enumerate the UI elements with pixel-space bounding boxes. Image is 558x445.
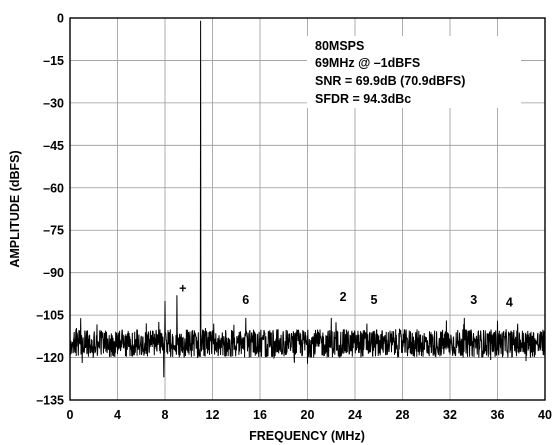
x-tick-label: 20 bbox=[301, 408, 315, 422]
info-box: 80MSPS 69MHz @ –1dBFS SNR = 69.9dB (70.9… bbox=[307, 36, 521, 108]
harmonic-label: 5 bbox=[371, 293, 378, 307]
y-tick-label: 0 bbox=[57, 12, 64, 26]
info-line-2: 69MHz @ –1dBFS bbox=[315, 56, 420, 70]
y-tick-label: –90 bbox=[43, 266, 64, 280]
y-axis-title: AMPLITUDE (dBFS) bbox=[8, 150, 22, 267]
spectrum-trace bbox=[69, 20, 546, 378]
harmonic-label: + bbox=[179, 281, 186, 295]
info-box-background bbox=[307, 36, 521, 108]
info-line-4: SFDR = 94.3dBc bbox=[315, 92, 411, 106]
y-tick-label: –75 bbox=[43, 224, 64, 238]
x-axis-title: FREQUENCY (MHz) bbox=[249, 429, 365, 443]
x-tick-label: 0 bbox=[67, 408, 74, 422]
x-tick-label: 24 bbox=[348, 408, 362, 422]
info-line-3: SNR = 69.9dB (70.9dBFS) bbox=[315, 74, 465, 88]
y-tick-labels: 0 –15 –30 –45 –60 –75 –90 –105 –120 –135 bbox=[36, 12, 64, 408]
harmonic-label: 3 bbox=[470, 293, 477, 307]
y-tick-label: –15 bbox=[43, 54, 64, 68]
y-tick-label: –60 bbox=[43, 181, 64, 195]
x-tick-label: 4 bbox=[114, 408, 121, 422]
harmonic-label: 4 bbox=[506, 296, 513, 310]
x-tick-label: 28 bbox=[396, 408, 410, 422]
x-tick-label: 16 bbox=[253, 408, 267, 422]
x-tick-label: 40 bbox=[538, 408, 552, 422]
y-tick-label: –30 bbox=[43, 96, 64, 110]
plot-border bbox=[69, 17, 546, 401]
info-line-1: 80MSPS bbox=[315, 39, 364, 53]
x-tick-label: 32 bbox=[443, 408, 457, 422]
y-tick-label: –45 bbox=[43, 139, 64, 153]
y-tick-label: –135 bbox=[36, 394, 64, 408]
y-tick-label: –105 bbox=[36, 309, 64, 323]
harmonic-label: 2 bbox=[340, 290, 347, 304]
x-tick-label: 8 bbox=[162, 408, 169, 422]
harmonic-label: 6 bbox=[242, 293, 249, 307]
x-tick-label: 36 bbox=[491, 408, 505, 422]
harmonic-annotations: +6 2 5 3 4 bbox=[179, 281, 513, 309]
x-tick-label: 12 bbox=[206, 408, 220, 422]
y-tick-label: –120 bbox=[36, 351, 64, 365]
x-tick-labels: 0 4 8 12 16 20 24 28 32 36 40 bbox=[67, 408, 552, 422]
